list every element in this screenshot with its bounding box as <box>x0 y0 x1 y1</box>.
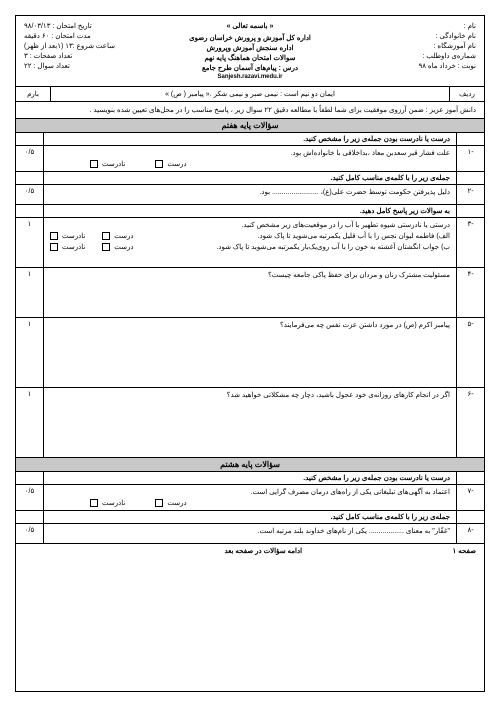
q3b-true[interactable]: درست <box>102 243 133 251</box>
q1-false[interactable]: نادرست <box>90 160 125 168</box>
question-2: -۲ دلیل پذیرفتن حکومت توسط حضرت علی(ع)، … <box>16 185 484 205</box>
q8-text: "غفّار" به معنای .................. یکی … <box>44 524 456 543</box>
field-candidate: شماره‌ی داوطلب : <box>335 52 476 60</box>
field-family: نام خانوادگی : <box>335 32 476 40</box>
q1-text: علت فشار قبر سعدبن معاذ ،بداخلاقی با خان… <box>291 150 450 157</box>
field-pages: تعداد صفحات : ۳ <box>24 52 165 60</box>
question-3: -۳ درستی یا نادرستی شیوه تطهیر با آب را … <box>16 218 484 268</box>
q8-score: ۰/۵ <box>16 524 44 543</box>
page-number: صفحه ۱ <box>453 547 476 555</box>
q1-num: -۱ <box>456 146 484 171</box>
exam-sheet: نام : نام خانوادگی : نام آموزشگاه : شمار… <box>15 15 485 692</box>
q5-score: ۱ <box>16 318 44 387</box>
header-right: نام : نام خانوادگی : نام آموزشگاه : شمار… <box>335 22 476 80</box>
checkbox-icon <box>102 243 110 251</box>
q6-text: اگر در انجام کارهای روزانه‌ی خود عجول با… <box>44 388 456 457</box>
q3-opt-a: الف) فاطمه لیوان نجس را با آب قلیل یکمرت… <box>258 232 450 240</box>
field-school: نام آموزشگاه : <box>335 42 476 50</box>
sub-header-fill-8: جمله‌ی زیر را با کلمه‌ی مناسب کامل کنید. <box>16 511 484 524</box>
q5-text: پیامبر اکرم (ص) در مورد داشتن عزت نفس چه… <box>44 318 456 387</box>
org-line1: اداره کل آموزش و پرورش خراسان رضوی <box>165 34 335 42</box>
q2-num: -۲ <box>456 185 484 204</box>
q7-text: اعتماد به آگهی‌های تبلیغاتی یکی از راه‌ه… <box>251 489 450 496</box>
field-questions: تعداد سوال : ۲۲ <box>24 62 165 70</box>
field-date: تاریخ امتحان : ۹۸/۰۳/۱۳ <box>24 22 165 30</box>
fill-header-8: جمله‌ی زیر را با کلمه‌ی مناسب کامل کنید. <box>44 511 456 523</box>
question-4: -۴ مسئولیت مشترک زنان و مردان برای حفظ پ… <box>16 268 484 318</box>
header-center: « باسمه تعالی » اداره کل آموزش و پرورش خ… <box>165 22 335 80</box>
field-start: ساعت شروع :۱۳ (۱بعد از ظهر) <box>24 42 165 50</box>
checkbox-icon <box>90 499 98 507</box>
q3-opt-b: ب) جواب انگشتان آغشته به خون را با آب رو… <box>216 243 450 251</box>
q3b-false[interactable]: نادرست <box>50 243 85 251</box>
field-duration: مدت امتحان : ۶۰ دقیقه <box>24 32 165 40</box>
sub-header-fill: جمله‌ی زیر را با کلمه‌ی مناسب کامل کنید. <box>16 172 484 185</box>
instruction: دانش آموز عزیز : ضمن آرزوی موفقیت برای ش… <box>16 102 484 119</box>
question-5: -۵ پیامبر اکرم (ص) در مورد داشتن عزت نفس… <box>16 318 484 388</box>
header: نام : نام خانوادگی : نام آموزشگاه : شمار… <box>16 16 484 87</box>
score-label: بارم <box>16 87 51 101</box>
q4-num: -۴ <box>456 268 484 317</box>
question-6: -۶ اگر در انجام کارهای روزانه‌ی خود عجول… <box>16 388 484 458</box>
tf-header: درست یا نادرست بودن جمله‌ی زیر را مشخص ک… <box>44 133 456 145</box>
quote-row: ردیف ایمان دو نیم است : نیمی صبر و نیمی … <box>16 87 484 102</box>
checkbox-icon <box>155 160 163 168</box>
basmeleh: « باسمه تعالی » <box>165 22 335 30</box>
checkbox-icon <box>50 243 58 251</box>
q3a-false[interactable]: نادرست <box>50 232 85 240</box>
checkbox-icon <box>90 160 98 168</box>
question-1: -۱ علت فشار قبر سعدبن معاذ ،بداخلاقی با … <box>16 146 484 172</box>
q3-num: -۳ <box>456 218 484 267</box>
q3-score: ۱ <box>16 218 44 267</box>
sub-header-tf: درست یا نادرست بودن جمله‌ی زیر را مشخص ک… <box>16 133 484 146</box>
org-line4: درس : پیام‌های آسمان طرح جامع <box>165 64 335 72</box>
footer: صفحه ۱ ادامه سؤالات در صفحه بعد <box>16 544 484 558</box>
section-seven: سؤالات پایه هفتم <box>16 119 484 133</box>
q4-text: مسئولیت مشترک زنان و مردان برای حفظ پاکی… <box>44 268 456 317</box>
url: Sanjesh.razavi.medu.ir <box>165 74 335 80</box>
q5-num: -۵ <box>456 318 484 387</box>
field-period: نوبت : خرداد ماه ۹۸ <box>335 62 476 70</box>
org-line2: اداره سنجش آموزش وپرورش <box>165 44 335 52</box>
q7-score: ۰/۵ <box>16 485 44 510</box>
q2-score: ۰/۵ <box>16 185 44 204</box>
field-name: نام : <box>335 22 476 30</box>
header-left: تاریخ امتحان : ۹۸/۰۳/۱۳ مدت امتحان : ۶۰ … <box>24 22 165 80</box>
q7-true[interactable]: درست <box>155 499 186 507</box>
tf-header-8: درست یا نادرست بودن جمله‌ی زیر را مشخص ک… <box>44 472 456 484</box>
sub-header-tf-8: درست یا نادرست بودن جمله‌ی زیر را مشخص ک… <box>16 472 484 485</box>
q1-true[interactable]: درست <box>155 160 186 168</box>
section-eight: سؤالات پایه هشتم <box>16 458 484 472</box>
checkbox-icon <box>102 232 110 240</box>
q3-text: درستی یا نادرستی شیوه تطهیر با آب را در … <box>50 221 450 229</box>
checkbox-icon <box>50 232 58 240</box>
q6-num: -۶ <box>456 388 484 457</box>
full-header: به سوالات زیر پاسخ کامل دهید. <box>44 205 456 217</box>
continue-text: ادامه سؤالات در صفحه بعد <box>74 547 453 555</box>
q7-num: -۷ <box>456 485 484 510</box>
q1-score: ۰/۵ <box>16 146 44 171</box>
org-line3: سوالات امتحان هماهنگ پایه نهم <box>165 54 335 62</box>
q7-false[interactable]: نادرست <box>90 499 125 507</box>
sub-header-full: به سوالات زیر پاسخ کامل دهید. <box>16 205 484 218</box>
q8-num: -۸ <box>456 524 484 543</box>
q2-text: دلیل پذیرفتن حکومت توسط حضرت علی(ع)، ...… <box>44 185 456 204</box>
checkbox-icon <box>155 499 163 507</box>
quote-text: ایمان دو نیم است : نیمی صبر و نیمی شکر .… <box>51 87 449 101</box>
q6-score: ۱ <box>16 388 44 457</box>
q3a-true[interactable]: درست <box>102 232 133 240</box>
q4-score: ۱ <box>16 268 44 317</box>
question-7: -۷ اعتماد به آگهی‌های تبلیغاتی یکی از را… <box>16 485 484 511</box>
row-label: ردیف <box>449 87 484 101</box>
fill-header: جمله‌ی زیر را با کلمه‌ی مناسب کامل کنید. <box>44 172 456 184</box>
question-8: -۸ "غفّار" به معنای .................. ی… <box>16 524 484 544</box>
